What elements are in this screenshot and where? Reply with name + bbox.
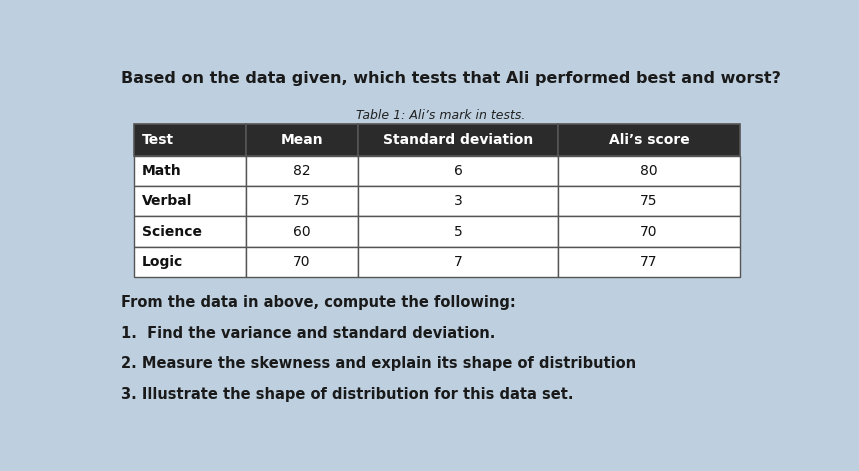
Text: Test: Test (142, 133, 174, 147)
Text: Verbal: Verbal (142, 195, 192, 208)
Text: Standard deviation: Standard deviation (383, 133, 533, 147)
Bar (358, 156, 558, 187)
Text: 82: 82 (293, 164, 311, 179)
Bar (558, 217, 740, 246)
Text: 6: 6 (454, 164, 462, 179)
Bar (246, 123, 358, 156)
Bar (558, 246, 740, 276)
Text: Math: Math (142, 164, 182, 179)
Bar (134, 217, 246, 246)
Text: Ali’s score: Ali’s score (608, 133, 689, 147)
Bar (558, 156, 740, 187)
Text: Table 1: Ali’s mark in tests.: Table 1: Ali’s mark in tests. (356, 109, 525, 122)
Bar (246, 217, 358, 246)
Text: Based on the data given, which tests that Ali performed best and worst?: Based on the data given, which tests tha… (120, 71, 781, 86)
Text: 75: 75 (640, 195, 658, 208)
Bar (358, 123, 558, 156)
Text: 70: 70 (294, 255, 311, 268)
Text: 7: 7 (454, 255, 462, 268)
Text: Logic: Logic (142, 255, 183, 268)
Text: 3. Illustrate the shape of distribution for this data set.: 3. Illustrate the shape of distribution … (120, 387, 573, 402)
Bar (134, 156, 246, 187)
Bar (558, 187, 740, 217)
Bar (558, 123, 740, 156)
Bar (134, 246, 246, 276)
Bar (358, 217, 558, 246)
Bar (246, 156, 358, 187)
Text: Science: Science (142, 225, 202, 238)
Bar (134, 187, 246, 217)
Text: Mean: Mean (281, 133, 324, 147)
Text: 2. Measure the skewness and explain its shape of distribution: 2. Measure the skewness and explain its … (120, 357, 636, 372)
Text: 3: 3 (454, 195, 462, 208)
Bar (358, 246, 558, 276)
Text: From the data in above, compute the following:: From the data in above, compute the foll… (120, 295, 515, 310)
Text: 70: 70 (640, 225, 658, 238)
Bar (134, 123, 246, 156)
Text: 80: 80 (640, 164, 658, 179)
Bar (246, 187, 358, 217)
Text: 5: 5 (454, 225, 462, 238)
Text: 1.  Find the variance and standard deviation.: 1. Find the variance and standard deviat… (120, 325, 495, 341)
Bar (246, 246, 358, 276)
Bar (358, 187, 558, 217)
Text: 75: 75 (294, 195, 311, 208)
Text: 77: 77 (640, 255, 658, 268)
Text: 60: 60 (293, 225, 311, 238)
